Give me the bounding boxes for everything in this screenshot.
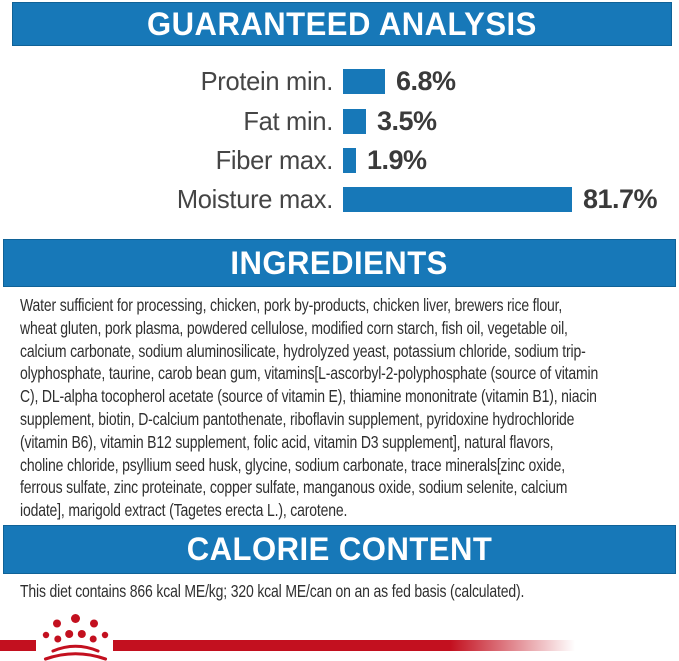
calorie-content-text: This diet contains 866 kcal ME/kg; 320 k… — [20, 581, 525, 601]
analysis-value: 1.9% — [367, 144, 427, 175]
analysis-label: Fat min. — [243, 105, 333, 136]
calorie-content-banner: CALORIE CONTENT — [3, 525, 676, 574]
analysis-bar — [343, 69, 385, 95]
analysis-row: Protein min. 6.8% — [0, 62, 679, 101]
analysis-bar — [343, 147, 356, 173]
analysis-row: Fiber max. 1.9% — [0, 141, 679, 180]
analysis-value: 6.8% — [396, 66, 456, 97]
ingredients-text: Water sufficient for processing, chicken… — [20, 295, 599, 521]
analysis-value: 3.5% — [377, 105, 437, 136]
royal-canin-crown-icon — [42, 614, 109, 661]
analysis-row: Moisture max. 81.7% — [0, 180, 679, 219]
analysis-value: 81.7% — [583, 184, 658, 215]
analysis-label: Protein min. — [200, 66, 334, 97]
guaranteed-analysis-banner: GUARANTEED ANALYSIS — [12, 2, 672, 46]
analysis-row: Fat min. 3.5% — [0, 101, 679, 140]
brand-stripe-left — [0, 640, 36, 651]
analysis-label: Fiber max. — [215, 144, 334, 175]
crown-dots — [42, 614, 109, 643]
ingredients-title: INGREDIENTS — [230, 244, 449, 281]
crown-arcs — [43, 644, 108, 661]
analysis-bar — [343, 108, 366, 134]
calorie-content-title: CALORIE CONTENT — [186, 531, 493, 567]
guaranteed-analysis-title: GUARANTEED ANALYSIS — [147, 5, 537, 42]
ingredients-banner: INGREDIENTS — [3, 239, 676, 287]
brand-stripe-right — [113, 640, 575, 651]
analysis-label: Moisture max. — [176, 184, 333, 215]
guaranteed-analysis-chart: Protein min. 6.8% Fat min. 3.5% Fiber max. 1.… — [0, 62, 679, 220]
analysis-bar — [343, 187, 572, 213]
